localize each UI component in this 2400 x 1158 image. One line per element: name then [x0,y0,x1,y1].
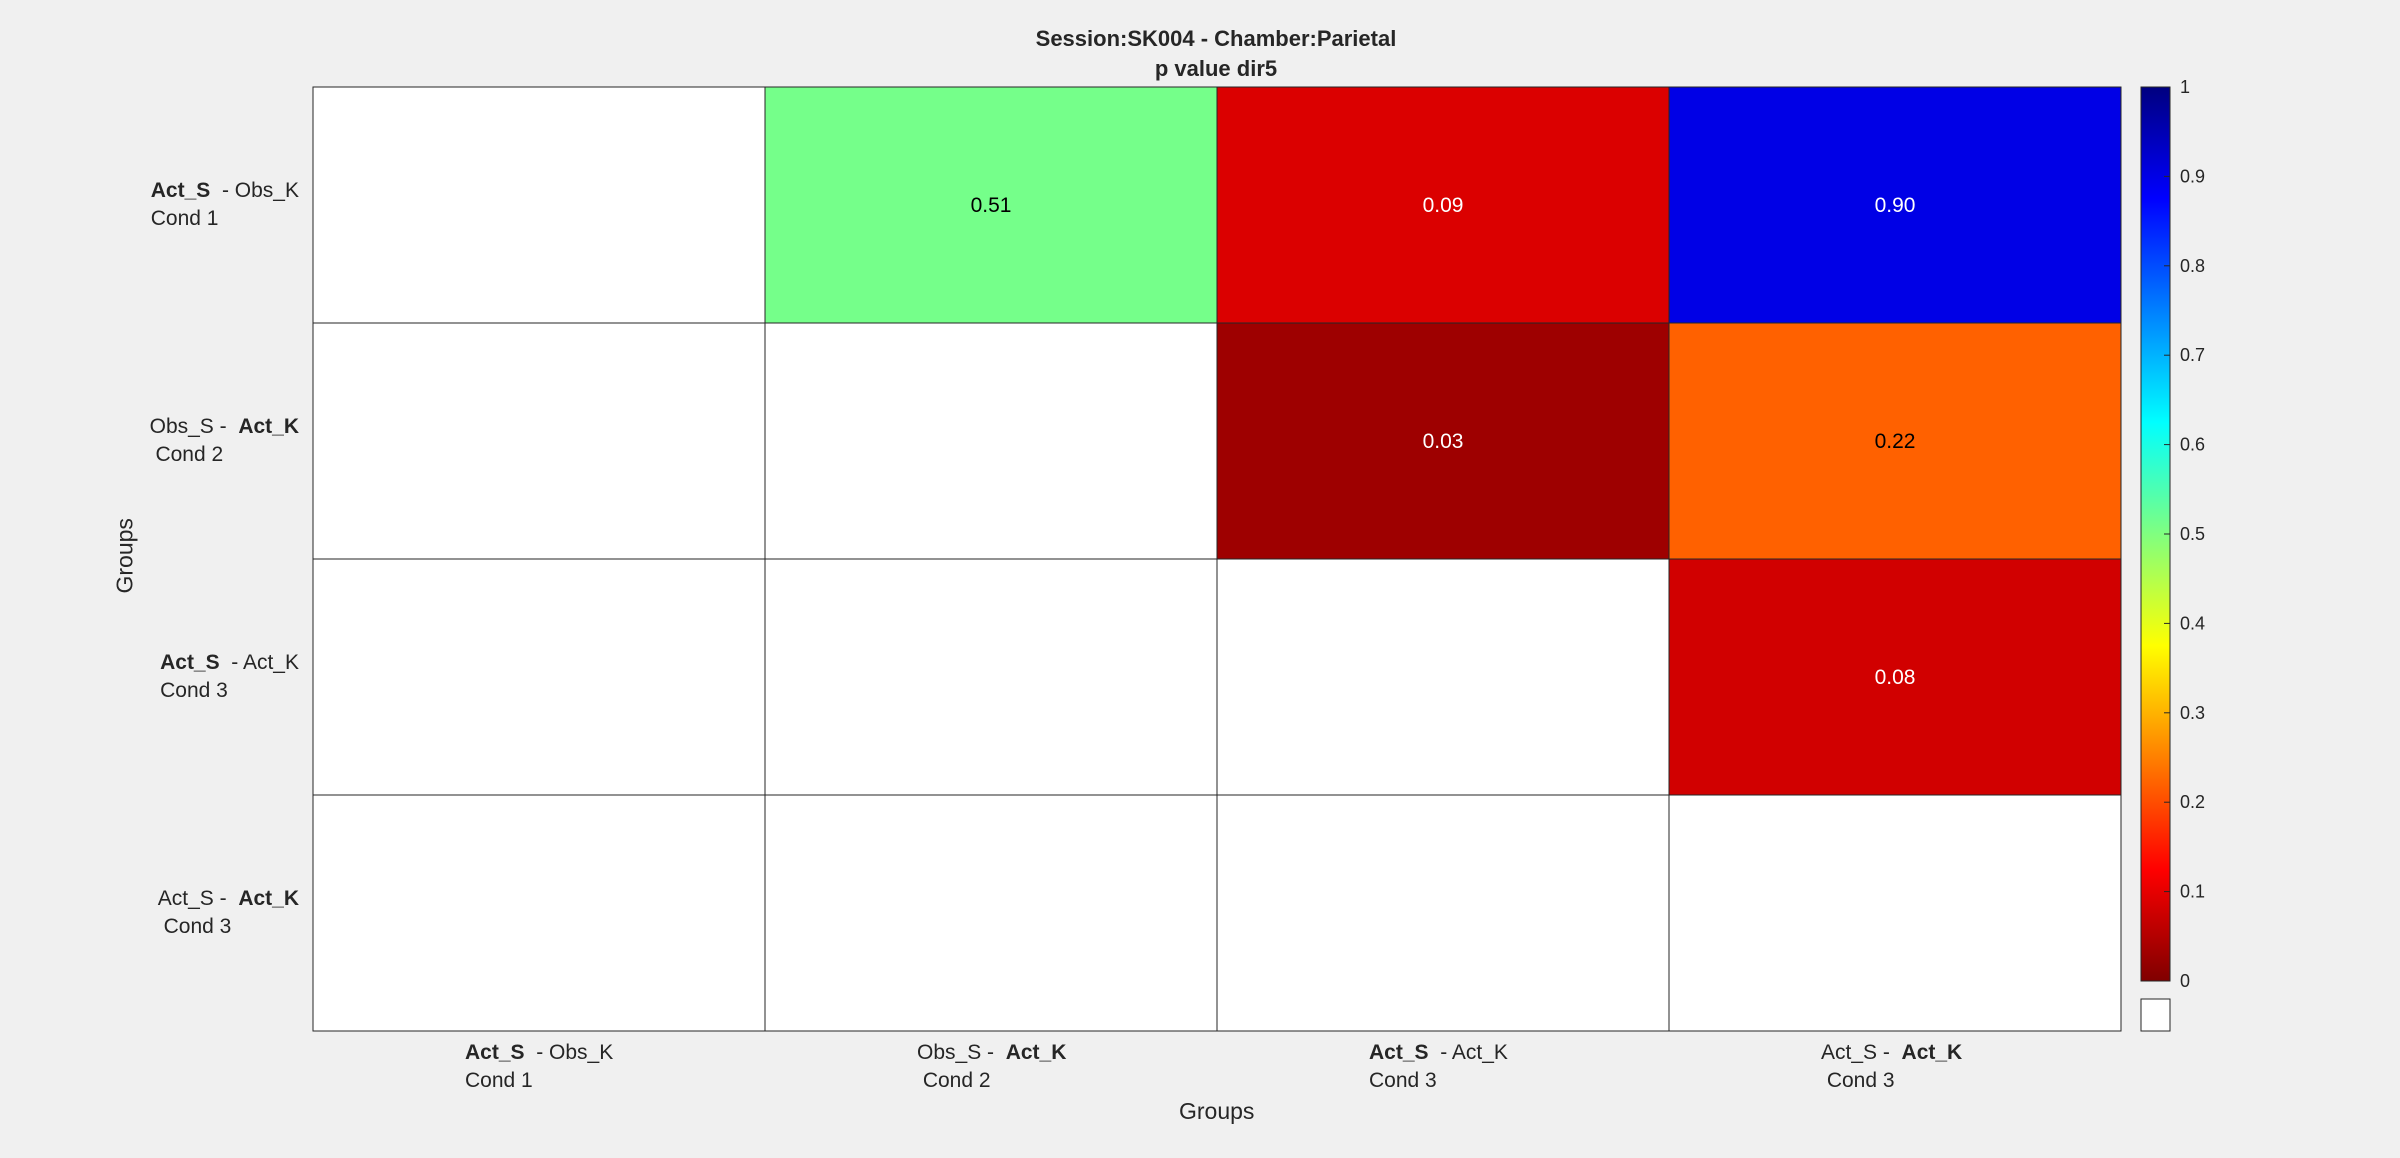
y-tick-label-3: Act_S - Act_K Cond 3 [160,651,299,702]
heatmap-cell-r2-c4 [1668,322,2122,560]
y-axis-label: Groups [111,518,138,594]
heatmap-cell-r4-c4 [1668,794,2122,1032]
colorbar-tick-label: 0.7 [2180,345,2205,365]
cells-layer [312,86,2122,1032]
heatmap-cell-r1-c1 [312,86,766,324]
colorbar-tick-label: 0.5 [2180,524,2205,544]
y-tick-label-4: Act_S - Act_K Cond 3 [157,887,299,938]
cell-label-r2-c4: 0.22 [1875,430,1916,453]
heatmap-cell-r4-c1 [312,794,766,1032]
cell-label-r1-c2: 0.51 [971,194,1012,217]
heatmap-cell-r2-c1 [312,322,766,560]
heatmap-cell-r3-c3 [1216,558,1670,796]
colorbar: 0 0.1 0.2 0.3 0.4 0.5 0.6 0.7 0.8 0.9 1 [2140,77,2205,1032]
colorbar-tick-label: 0 [2180,971,2190,991]
heatmap-cell-r3-c1 [312,558,766,796]
cell-label-r3-c4: 0.08 [1875,666,1916,689]
colorbar-tick-label: 1 [2180,77,2190,97]
cell-label-r2-c3: 0.03 [1423,430,1464,453]
y-tick-label-2: Obs_S - Act_K Cond 2 [149,415,299,466]
cell-text-layer: 0.51 0.09 0.90 0.03 0.22 0.08 [971,194,1916,689]
colorbar-tick-label: 0.1 [2180,882,2205,902]
chart-subtitle: p value dir5 [1154,56,1278,81]
heatmap-cell-r4-c2 [764,794,1218,1032]
cell-label-r1-c4: 0.90 [1875,194,1916,217]
x-tick-label-3: Act_S - Act_K Cond 3 [1369,1041,1508,1092]
colorbar-tick-label: 0.8 [2180,256,2205,276]
colorbar-nan-swatch [2140,998,2171,1032]
heatmap-cell-r1-c3 [1216,86,1670,324]
cell-label-r1-c3: 0.09 [1423,194,1464,217]
colorbar-tick-label: 0.4 [2180,613,2205,633]
x-tick-label-4: Act_S - Act_K Cond 3 [1821,1041,1963,1092]
heatmap-cell-r3-c2 [764,558,1218,796]
heatmap-cell-r2-c2 [764,322,1218,560]
colorbar-tick-label: 0.9 [2180,166,2205,186]
colorbar-tick-label: 0.3 [2180,703,2205,723]
heatmap-cell-r1-c4 [1668,86,2122,324]
x-tick-label-1: Act_S - Obs_K Cond 1 [465,1041,614,1092]
colorbar-tick-label: 0.6 [2180,435,2205,455]
heatmap-cell-r3-c4 [1668,558,2122,796]
heatmap-cell-r1-c2 [764,86,1218,324]
colorbar-tick-label: 0.2 [2180,792,2205,812]
chart-title: Session:SK004 - Chamber:Parietal [1035,26,1397,51]
y-tick-label-1: Act_S - Obs_K Cond 1 [150,179,299,230]
x-axis-label: Groups [1179,1098,1255,1124]
x-tick-label-2: Obs_S - Act_K Cond 2 [917,1041,1067,1092]
heatmap-cell-r2-c3 [1216,322,1670,560]
heatmap-cell-r4-c3 [1216,794,1670,1032]
